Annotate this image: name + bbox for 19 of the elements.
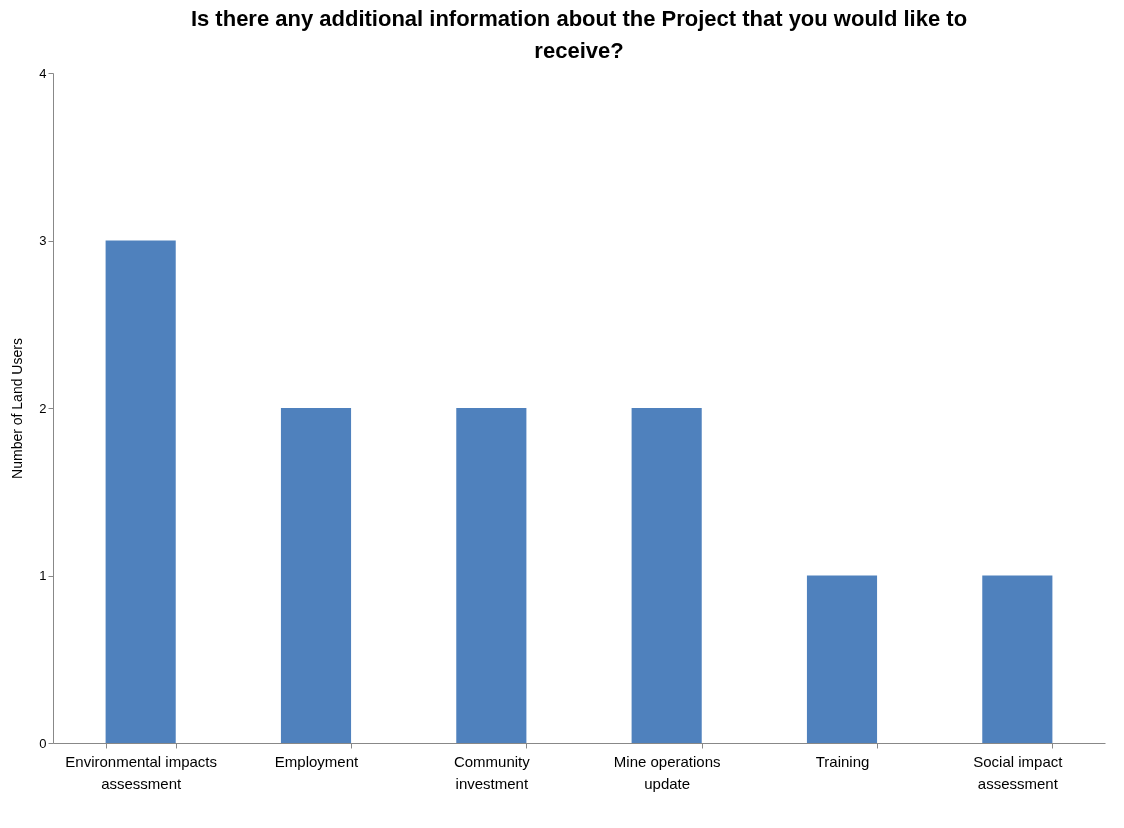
x-tick-label: Employment (274, 752, 360, 770)
x-tick-label: Community investment (453, 752, 531, 792)
x-tick-label: Social impact assessment (973, 752, 1064, 792)
y-tick-label: 0 (39, 735, 47, 751)
x-tick-label: Mine operations update (613, 752, 721, 792)
x-tick-label: Training (815, 752, 870, 770)
y-tick-label: 2 (39, 400, 47, 416)
y-tick-label: 1 (39, 568, 47, 583)
y-tick-label: 3 (39, 233, 47, 248)
bar (280, 408, 352, 743)
y-axis-title: Number of Land Users (9, 338, 26, 479)
y-tick-label: 4 (39, 65, 47, 81)
bar (631, 408, 702, 743)
bar (105, 240, 176, 743)
bar (456, 408, 527, 743)
chart-title: Is there any additional information about the Project that you would like to receive? (190, 6, 968, 63)
x-tick-label: Environmental impacts assessment (65, 752, 218, 792)
bar (806, 575, 878, 743)
bar (982, 575, 1053, 743)
